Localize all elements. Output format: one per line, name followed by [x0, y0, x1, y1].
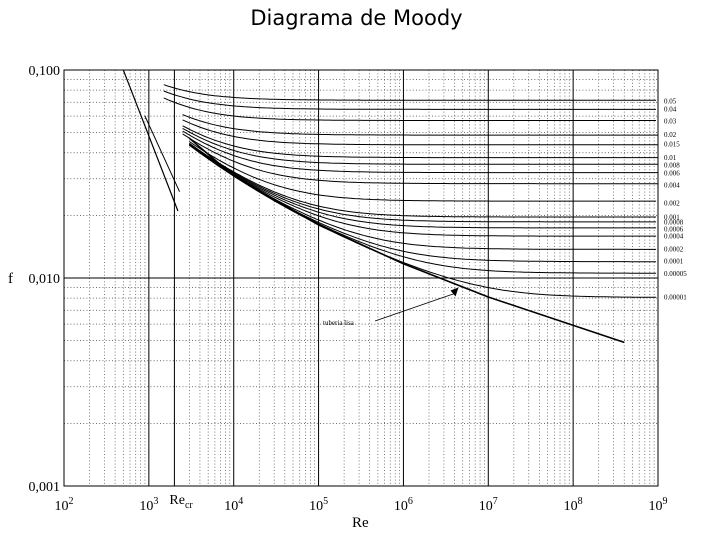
x-tick-label: 103: [139, 496, 158, 514]
roughness-label: 0.03: [664, 117, 677, 125]
x-tick-label: 105: [309, 496, 328, 514]
x-axis-label: Re: [352, 515, 369, 531]
roughness-curve: [189, 144, 657, 298]
roughness-curve: [163, 90, 656, 110]
roughness-label: 0.05: [664, 97, 677, 105]
roughness-curve: [189, 143, 657, 237]
roughness-label: 0.04: [664, 105, 677, 113]
roughness-label: 0.0002: [664, 245, 684, 253]
roughness-label: 0.0001: [664, 257, 684, 265]
laminar-branch-line: [144, 115, 181, 192]
y-axis-label: f: [8, 271, 13, 287]
smooth-pipe-line: [188, 137, 625, 344]
roughness-curve: [182, 125, 658, 159]
roughness-curve: [189, 141, 657, 202]
x-tick-labels: 102 103 104 105 106 107 108 109 Recr: [55, 493, 668, 514]
plot-frame: [63, 69, 659, 487]
roughness-curves: [163, 84, 658, 298]
roughness-curve: [163, 84, 656, 101]
x-tick-label: 102: [55, 496, 74, 514]
roughness-curve: [189, 143, 657, 229]
roughness-curve: [182, 130, 658, 174]
roughness-label: 0.008: [664, 161, 680, 169]
roughness-label: 0.00001: [664, 294, 687, 302]
x-tick-label: 107: [479, 496, 498, 514]
roughness-label: 0.02: [664, 131, 677, 139]
x-tick-label: 104: [224, 496, 243, 514]
y-tick-label: 0,001: [29, 480, 61, 495]
roughness-label: 0.01: [664, 154, 677, 162]
roughness-label: 0.00005: [664, 270, 687, 278]
arrow-head: [450, 287, 459, 297]
roughness-label: 0.0006: [664, 226, 684, 234]
roughness-label: 0.001: [664, 214, 680, 222]
roughness-curve: [182, 127, 658, 165]
major-grid: [64, 70, 658, 486]
roughness-label: 0.0008: [664, 218, 684, 226]
smooth-pipe-arrow: [374, 293, 455, 322]
recr-label: Recr: [169, 493, 193, 511]
y-tick-label: 0,010: [29, 272, 61, 287]
x-tick-label: 108: [564, 496, 583, 514]
roughness-curve: [182, 114, 658, 136]
roughness-curve: [163, 97, 656, 121]
roughness-label: 0.002: [664, 199, 680, 207]
roughness-label: 0.004: [664, 181, 680, 189]
smooth-pipe-label: tuberia lisa: [323, 319, 355, 327]
roughness-curve: [182, 119, 658, 146]
chart-title: Diagrama de Moody: [250, 6, 463, 30]
roughness-curve: [189, 143, 657, 223]
roughness-curve: [189, 142, 657, 218]
roughness-label: 0.006: [664, 169, 680, 177]
y-tick-labels: 0,100 0,010 0,001: [29, 64, 61, 495]
roughness-label: 0.0004: [664, 233, 684, 241]
x-tick-label: 109: [649, 496, 668, 514]
special-lines: tuberia lisa: [122, 69, 625, 344]
x-tick-label: 106: [394, 496, 413, 514]
laminar-line: [122, 69, 179, 212]
y-tick-label: 0,100: [29, 64, 61, 79]
roughness-curve: [182, 133, 658, 185]
roughness-label: 0.015: [664, 141, 680, 149]
